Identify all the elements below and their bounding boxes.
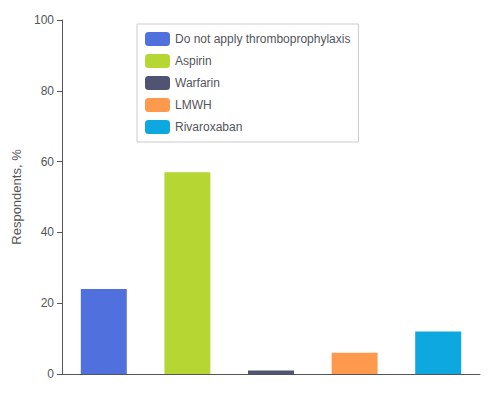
svg-text:Do not apply thromboprophylaxi: Do not apply thromboprophylaxis [175, 32, 350, 46]
svg-text:Aspirin: Aspirin [175, 54, 212, 68]
svg-text:LMWH: LMWH [175, 98, 212, 112]
svg-text:Respondents, %: Respondents, % [9, 149, 24, 245]
svg-text:80: 80 [41, 84, 55, 98]
svg-text:100: 100 [34, 13, 54, 27]
svg-text:Warfarin: Warfarin [175, 76, 220, 90]
svg-text:Rivaroxaban: Rivaroxaban [175, 120, 242, 134]
svg-text:40: 40 [41, 225, 55, 239]
svg-text:60: 60 [41, 155, 55, 169]
svg-text:0: 0 [47, 367, 54, 381]
svg-text:20: 20 [41, 296, 55, 310]
